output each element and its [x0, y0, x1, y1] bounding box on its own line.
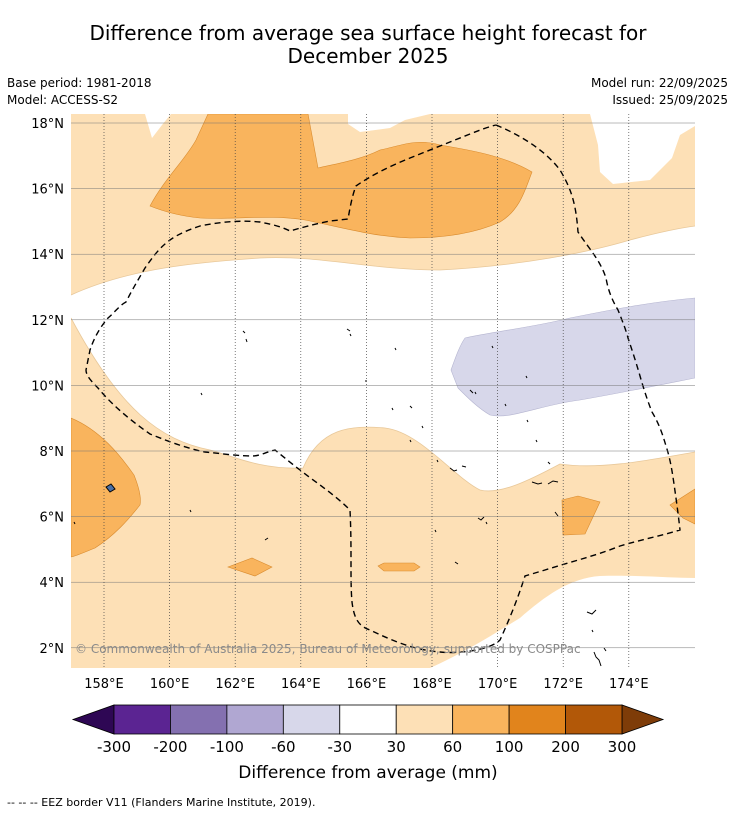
map-fills: [71, 114, 695, 668]
lat-label: 4°N: [40, 576, 65, 591]
colorbar-segment: [565, 704, 623, 735]
lat-label: 12°N: [31, 314, 64, 329]
high-zone-patch-2: [377, 562, 421, 572]
lon-label: 170°E: [478, 677, 518, 692]
neutral-zone-top-right: [590, 114, 695, 184]
lon-label: 166°E: [347, 677, 387, 692]
colorbar-segment: [170, 704, 228, 735]
colorbar-segment: [113, 704, 171, 735]
island: [73, 509, 559, 541]
lon-label: 168°E: [412, 677, 452, 692]
lat-label: 6°N: [40, 511, 65, 526]
high-zone-patch-1: [227, 557, 273, 577]
lat-label: 18°N: [31, 117, 64, 132]
lon-label: 162°E: [215, 677, 255, 692]
colorbar-segment: [339, 704, 397, 735]
island: [531, 439, 559, 485]
colorbar-tick-label: -100: [210, 738, 244, 756]
colorbar-segment: [395, 704, 454, 735]
neutral-zone-central: [71, 226, 695, 491]
neutral-zone-south: [430, 575, 695, 668]
title-line-1: Difference from average sea surface heig…: [89, 21, 647, 45]
lon-label: 174°E: [609, 677, 649, 692]
colorbar-segment: [508, 704, 566, 735]
colorbar-tick-label: 100: [495, 738, 524, 756]
longitude-labels: 158°E 160°E 162°E 164°E 166°E 168°E 170°E 172°E…: [84, 677, 648, 692]
colorbar-segment: [226, 704, 284, 735]
island: [346, 328, 352, 337]
island: [586, 609, 607, 667]
colorbar-over-arrow: [621, 704, 665, 735]
colorbar-under-arrow: [71, 704, 115, 735]
island: [200, 392, 203, 396]
copyright-notice: © Commonwealth of Australia 2025, Bureau…: [75, 642, 581, 656]
eez-legend: -- -- -- EEZ border V11 (Flanders Marine…: [7, 796, 316, 809]
islands: [73, 328, 607, 667]
colorbar-tick-label: -200: [153, 738, 187, 756]
lon-label: 164°E: [281, 677, 321, 692]
colorbar: -300 -200 -100 -60 -30 30 60 100 200 300: [71, 704, 665, 756]
lon-label: 172°E: [543, 677, 583, 692]
colorbar-tick-label: -300: [97, 738, 131, 756]
colorbar-tick-label: 300: [608, 738, 637, 756]
colorbar-tick-label: 200: [551, 738, 580, 756]
colorbar-tick-label: 60: [443, 738, 462, 756]
latitude-labels: 18°N 16°N 14°N 12°N 10°N 8°N 6°N 4°N 2°N: [31, 117, 64, 657]
chart-title: Difference from average sea surface heig…: [0, 22, 736, 68]
model-run: Model run: 22/09/2025: [590, 76, 728, 90]
island: [391, 405, 424, 443]
meta-right: Model run: 22/09/2025 Issued: 25/09/2025: [591, 75, 728, 109]
lon-label: 160°E: [150, 677, 190, 692]
island: [436, 459, 467, 472]
issued-date: Issued: 25/09/2025: [612, 93, 728, 107]
low-zone-east: [450, 297, 695, 417]
meta-left: Base period: 1981-2018 Model: ACCESS-S2: [7, 75, 152, 109]
colorbar-segment: [282, 704, 341, 735]
colorbar-label: Difference from average (mm): [238, 763, 497, 783]
island: [469, 345, 529, 423]
high-zone-patch-3: [561, 495, 601, 536]
island: [242, 330, 248, 343]
model-name: Model: ACCESS-S2: [7, 93, 119, 107]
lat-label: 2°N: [40, 642, 65, 657]
island: [394, 347, 397, 351]
island: [434, 516, 488, 565]
title-line-2: December 2025: [287, 44, 449, 68]
neutral-zone-top-left: [71, 114, 171, 138]
base-period: Base period: 1981-2018: [7, 76, 152, 90]
contour-line-north: [71, 225, 695, 296]
colorbar-tick-label: -60: [271, 738, 296, 756]
contour-line-south: [71, 317, 695, 492]
eez-border: [85, 124, 681, 654]
high-zone-patch-4: [669, 488, 695, 525]
high-zone-north: [149, 114, 533, 239]
colorbar-segment: [452, 704, 510, 735]
colorbar-tick-label: -30: [328, 738, 353, 756]
lat-label: 8°N: [40, 445, 65, 460]
lat-label: 16°N: [31, 183, 64, 198]
gridlines: [71, 114, 695, 668]
lat-label: 14°N: [31, 248, 64, 263]
lat-label: 10°N: [31, 379, 64, 394]
colorbar-tick-label: 30: [387, 738, 406, 756]
island: [105, 483, 116, 493]
lon-label: 158°E: [84, 677, 124, 692]
